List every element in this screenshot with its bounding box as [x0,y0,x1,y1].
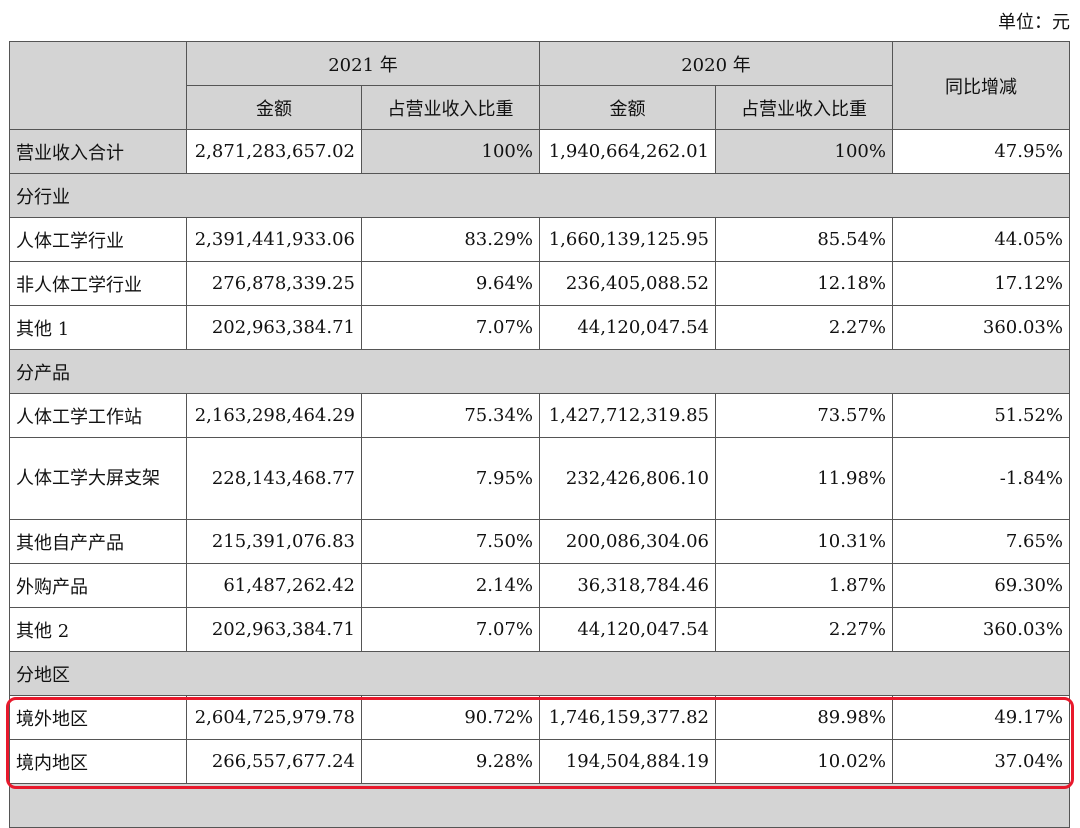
amount-2021: 2,871,283,657.02 [186,129,362,174]
share-2020: 10.31% [715,519,893,564]
share-2021: 90.72% [361,695,540,740]
share-2020: 2.27% [715,607,893,652]
section-title: 分行业 [9,173,1070,218]
share-2021: 83.29% [361,217,540,262]
amount-2020: 1,940,664,262.01 [539,129,716,174]
section-title: 分地区 [9,651,1070,696]
share-2020: 11.98% [715,437,893,520]
next-section-row [9,783,1070,828]
share-2020: 2.27% [715,305,893,350]
section-row: 分产品 [9,349,1070,394]
header-amount-2021: 金额 [186,85,362,130]
share-2021: 100% [361,129,540,174]
share-2021: 7.07% [361,305,540,350]
row-label: 其他 1 [9,305,187,350]
share-2020: 89.98% [715,695,893,740]
total-row: 营业收入合计 2,871,283,657.02 100% 1,940,664,2… [9,129,1070,174]
table-row: 境外地区 2,604,725,979.78 90.72% 1,746,159,3… [9,695,1070,740]
yoy-change: 47.95% [892,129,1070,174]
row-label: 境外地区 [9,695,187,740]
yoy-change: 51.52% [892,393,1070,438]
amount-2021: 215,391,076.83 [186,519,362,564]
amount-2021: 266,557,677.24 [186,739,362,784]
row-label: 非人体工学行业 [9,261,187,306]
table-row: 外购产品 61,487,262.42 2.14% 36,318,784.46 1… [9,563,1070,608]
header-share-2020: 占营业收入比重 [715,85,893,130]
revenue-table: 2021 年 2020 年 同比增减 金额 占营业收入比重 金额 占营业收入比重… [9,41,1070,828]
amount-2021: 2,604,725,979.78 [186,695,362,740]
share-2020: 73.57% [715,393,893,438]
amount-2021: 2,163,298,464.29 [186,393,362,438]
amount-2021: 228,143,468.77 [186,437,362,520]
yoy-change: 360.03% [892,305,1070,350]
amount-2020: 1,746,159,377.82 [539,695,716,740]
share-2020: 100% [715,129,893,174]
share-2021: 7.95% [361,437,540,520]
amount-2021: 2,391,441,933.06 [186,217,362,262]
table-row: 境内地区 266,557,677.24 9.28% 194,504,884.19… [9,739,1070,784]
amount-2021: 61,487,262.42 [186,563,362,608]
row-label: 人体工学工作站 [9,393,187,438]
row-label: 人体工学大屏支架 [9,437,187,520]
amount-2021: 276,878,339.25 [186,261,362,306]
corner-cell [9,41,187,130]
amount-2021: 202,963,384.71 [186,607,362,652]
table-row: 人体工学行业 2,391,441,933.06 83.29% 1,660,139… [9,217,1070,262]
amount-2020: 236,405,088.52 [539,261,716,306]
header-2021: 2021 年 [186,41,540,86]
row-label: 外购产品 [9,563,187,608]
yoy-change: 37.04% [892,739,1070,784]
amount-2020: 36,318,784.46 [539,563,716,608]
share-2021: 7.50% [361,519,540,564]
amount-2020: 1,660,139,125.95 [539,217,716,262]
table-row: 非人体工学行业 276,878,339.25 9.64% 236,405,088… [9,261,1070,306]
yoy-change: 44.05% [892,217,1070,262]
amount-2020: 1,427,712,319.85 [539,393,716,438]
amount-2020: 44,120,047.54 [539,305,716,350]
yoy-change: 360.03% [892,607,1070,652]
table-row: 人体工学工作站 2,163,298,464.29 75.34% 1,427,71… [9,393,1070,438]
row-label: 其他 2 [9,607,187,652]
yoy-change: 69.30% [892,563,1070,608]
section-row: 分行业 [9,173,1070,218]
row-label: 营业收入合计 [9,129,187,174]
share-2021: 9.28% [361,739,540,784]
table-row: 其他 2 202,963,384.71 7.07% 44,120,047.54 … [9,607,1070,652]
row-label: 境内地区 [9,739,187,784]
share-2021: 7.07% [361,607,540,652]
yoy-change: 49.17% [892,695,1070,740]
amount-2020: 232,426,806.10 [539,437,716,520]
share-2020: 1.87% [715,563,893,608]
section-title: 分产品 [9,349,1070,394]
unit-label: 单位：元 [998,12,1070,33]
share-2021: 75.34% [361,393,540,438]
share-2020: 10.02% [715,739,893,784]
yoy-change: -1.84% [892,437,1070,520]
row-label: 人体工学行业 [9,217,187,262]
row-label: 其他自产产品 [9,519,187,564]
share-2021: 2.14% [361,563,540,608]
amount-2020: 194,504,884.19 [539,739,716,784]
yoy-change: 17.12% [892,261,1070,306]
table-row: 其他自产产品 215,391,076.83 7.50% 200,086,304.… [9,519,1070,564]
share-2020: 85.54% [715,217,893,262]
amount-2021: 202,963,384.71 [186,305,362,350]
amount-2020: 200,086,304.06 [539,519,716,564]
share-2020: 12.18% [715,261,893,306]
section-row: 分地区 [9,651,1070,696]
header-share-2021: 占营业收入比重 [361,85,540,130]
header-amount-2020: 金额 [539,85,716,130]
yoy-change: 7.65% [892,519,1070,564]
table-row: 其他 1 202,963,384.71 7.07% 44,120,047.54 … [9,305,1070,350]
table-row: 人体工学大屏支架 228,143,468.77 7.95% 232,426,80… [9,437,1070,520]
share-2021: 9.64% [361,261,540,306]
header-yoy: 同比增减 [892,41,1070,130]
amount-2020: 44,120,047.54 [539,607,716,652]
header-2020: 2020 年 [539,41,893,86]
